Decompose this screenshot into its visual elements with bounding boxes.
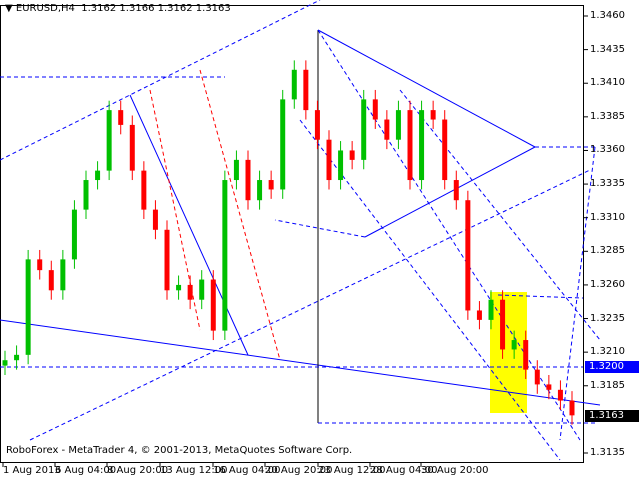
copyright-text: RoboForex - MetaTrader 4, © 2001-2013, M… (6, 445, 353, 456)
x-tick-label: 23 Aug 12:00 (318, 465, 386, 476)
trendline-13 (274, 219, 366, 238)
candle-body (442, 119, 448, 181)
x-tick-label: 28 Aug 04:00 (370, 465, 438, 476)
candle-body (2, 360, 8, 366)
candle-body (141, 170, 147, 210)
candle-body (430, 110, 436, 120)
y-tick-label: 1.3185 (590, 379, 625, 391)
trendline-1 (317, 29, 536, 148)
candle-body (176, 284, 182, 291)
trendline-17 (199, 69, 281, 361)
candle-body (303, 69, 309, 111)
level-price-label: 1.3200 (585, 361, 639, 373)
current-price-label: 1.3163 (585, 410, 639, 422)
trendline-2 (364, 146, 536, 238)
trendline-14 (497, 294, 584, 299)
candle-body (25, 259, 31, 355)
plot-frame (0, 5, 584, 463)
candle-body (187, 284, 193, 300)
trendline-12 (559, 146, 596, 441)
candle-body (488, 299, 494, 320)
candle-body (395, 110, 401, 140)
candle-body (14, 354, 20, 361)
y-tick-label: 1.3410 (590, 77, 625, 89)
trendline-11 (317, 29, 581, 441)
candle-body (291, 69, 297, 100)
candle-body (523, 340, 529, 370)
candle-body (222, 180, 228, 331)
candle-body (349, 150, 355, 160)
candle-body (118, 110, 124, 125)
candle-body (152, 209, 158, 230)
trendline-3 (129, 94, 249, 356)
candle-body (361, 99, 367, 160)
x-tick-label: 13 Aug 12:00 (160, 465, 228, 476)
x-tick-label: 6 Aug 04:00 (55, 465, 117, 476)
candle-body (60, 259, 66, 291)
candle-body (83, 180, 89, 210)
collapse-triangle-icon[interactable]: ▼ (5, 3, 13, 14)
ohlc-readout: 1.3162 1.3166 1.3162 1.3163 (81, 3, 231, 14)
symbol-label: EURUSD,H4 (15, 3, 75, 14)
y-tick-label: 1.3385 (590, 110, 625, 122)
candle-body (384, 119, 390, 140)
candle-body (419, 110, 425, 181)
candle-body (453, 180, 459, 201)
y-tick-label: 1.3435 (590, 43, 625, 55)
candle-body (280, 99, 286, 190)
candle-body (465, 200, 471, 311)
candle-body (268, 180, 274, 190)
candle-body (326, 139, 332, 181)
candle-body (500, 299, 506, 350)
y-tick-label: 1.3360 (590, 144, 625, 156)
trendline-10 (29, 169, 591, 441)
candle-body (37, 259, 43, 271)
candle-body (106, 110, 112, 171)
candle-body (95, 170, 101, 181)
candle-body (210, 279, 216, 331)
y-tick-label: 1.3260 (590, 278, 625, 290)
candle-body (48, 270, 54, 291)
candle-body (71, 209, 77, 260)
trendline-9 (0, 0, 321, 161)
candle-body (129, 124, 135, 171)
candle-body (199, 279, 205, 300)
trendline-0 (0, 319, 601, 406)
y-tick-label: 1.3210 (590, 346, 625, 358)
candle-body (314, 110, 320, 140)
candle-body (372, 99, 378, 120)
candle-body (476, 310, 482, 320)
candle-body (511, 340, 517, 350)
highlight-zone (490, 292, 527, 413)
x-tick-label: 8 Aug 20:00 (107, 465, 169, 476)
candle-body (164, 229, 170, 291)
chart-title: ▼ EURUSD,H4 1.3162 1.3166 1.3162 1.3163 (5, 3, 231, 14)
y-tick-label: 1.3135 (590, 446, 625, 458)
trendline-16 (299, 119, 561, 461)
y-tick-label: 1.3310 (590, 211, 625, 223)
y-tick-label: 1.3235 (590, 312, 625, 324)
candle-body (569, 400, 575, 416)
candle-body (407, 110, 413, 181)
x-tick-label: 1 Aug 2013 (3, 465, 61, 476)
x-tick-label: 20 Aug 20:00 (265, 465, 333, 476)
y-tick-label: 1.3460 (590, 10, 625, 21)
candle-body (233, 159, 239, 181)
candle-body (338, 150, 344, 181)
candle-body (245, 159, 251, 201)
candle-body (546, 384, 552, 390)
candle-body (534, 369, 540, 385)
y-tick-label: 1.3285 (590, 245, 625, 257)
trendline-15 (399, 89, 601, 341)
y-tick-label: 1.3335 (590, 178, 625, 190)
candle-body (557, 389, 563, 401)
candle-body (257, 180, 263, 201)
x-tick-label: 30 Aug 20:00 (421, 465, 489, 476)
x-tick-label: 16 Aug 04:00 (213, 465, 281, 476)
